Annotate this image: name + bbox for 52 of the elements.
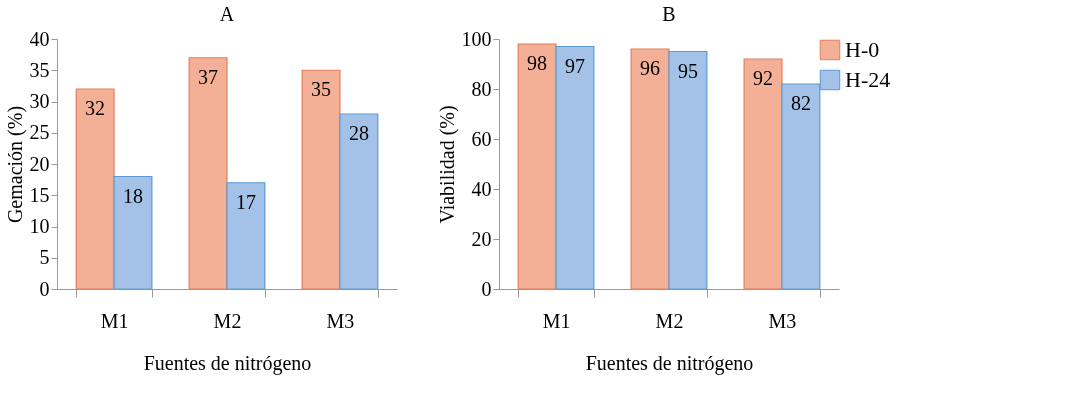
y-axis-title: Viabilidad (%) <box>435 105 459 224</box>
x-tick-label: M1 <box>100 309 129 332</box>
data-label: 18 <box>122 184 143 207</box>
data-label: 98 <box>527 52 548 74</box>
x-tick-label: M2 <box>655 309 684 332</box>
data-label: 17 <box>235 190 256 213</box>
data-label: 37 <box>198 65 219 88</box>
y-tick-label: 35 <box>29 58 50 81</box>
y-tick-label: 40 <box>29 27 50 50</box>
bar <box>668 50 708 290</box>
x-tick-label: M3 <box>768 309 797 332</box>
y-tick-label: 20 <box>471 227 492 250</box>
y-axis-title: Gemación (%) <box>3 105 27 224</box>
x-tick-label: M2 <box>213 309 242 332</box>
x-tick-label: M3 <box>326 309 355 332</box>
x-axis-title: Fuentes de nitrógeno <box>143 351 312 375</box>
y-tick-label: 80 <box>471 77 492 100</box>
bar <box>339 113 379 290</box>
y-tick-label: 30 <box>29 90 50 112</box>
data-label: 35 <box>311 78 332 101</box>
y-tick-label: 0 <box>39 277 50 300</box>
chart-title: A <box>219 3 235 25</box>
chart-title: B <box>662 3 676 25</box>
bar <box>226 182 266 290</box>
legend-label: H-0 <box>845 37 880 62</box>
data-label: 92 <box>753 67 774 89</box>
data-label: 97 <box>564 54 585 77</box>
legend-label: H-24 <box>845 67 891 92</box>
y-tick-label: 15 <box>29 183 50 206</box>
y-tick-label: 40 <box>471 177 492 200</box>
data-label: 32 <box>85 97 106 119</box>
y-tick-label: 100 <box>461 27 492 50</box>
x-axis-title: Fuentes de nitrógeno <box>585 351 754 375</box>
y-tick-label: 60 <box>471 127 492 150</box>
bar <box>555 45 595 290</box>
bar <box>301 69 341 290</box>
bar <box>75 88 115 290</box>
data-label: 95 <box>677 59 698 82</box>
y-tick-label: 5 <box>39 246 50 269</box>
data-label: 28 <box>348 122 369 144</box>
data-label: 82 <box>790 92 811 114</box>
bar <box>188 57 228 290</box>
y-tick-label: 0 <box>481 277 492 300</box>
y-tick-label: 20 <box>29 152 50 175</box>
bar <box>743 58 783 290</box>
bar <box>517 43 557 290</box>
y-tick-label: 10 <box>29 215 50 237</box>
y-tick-label: 25 <box>29 121 50 144</box>
data-label: 96 <box>640 57 661 79</box>
x-tick-label: M1 <box>542 309 571 332</box>
bar <box>630 48 670 290</box>
bar <box>113 175 153 290</box>
